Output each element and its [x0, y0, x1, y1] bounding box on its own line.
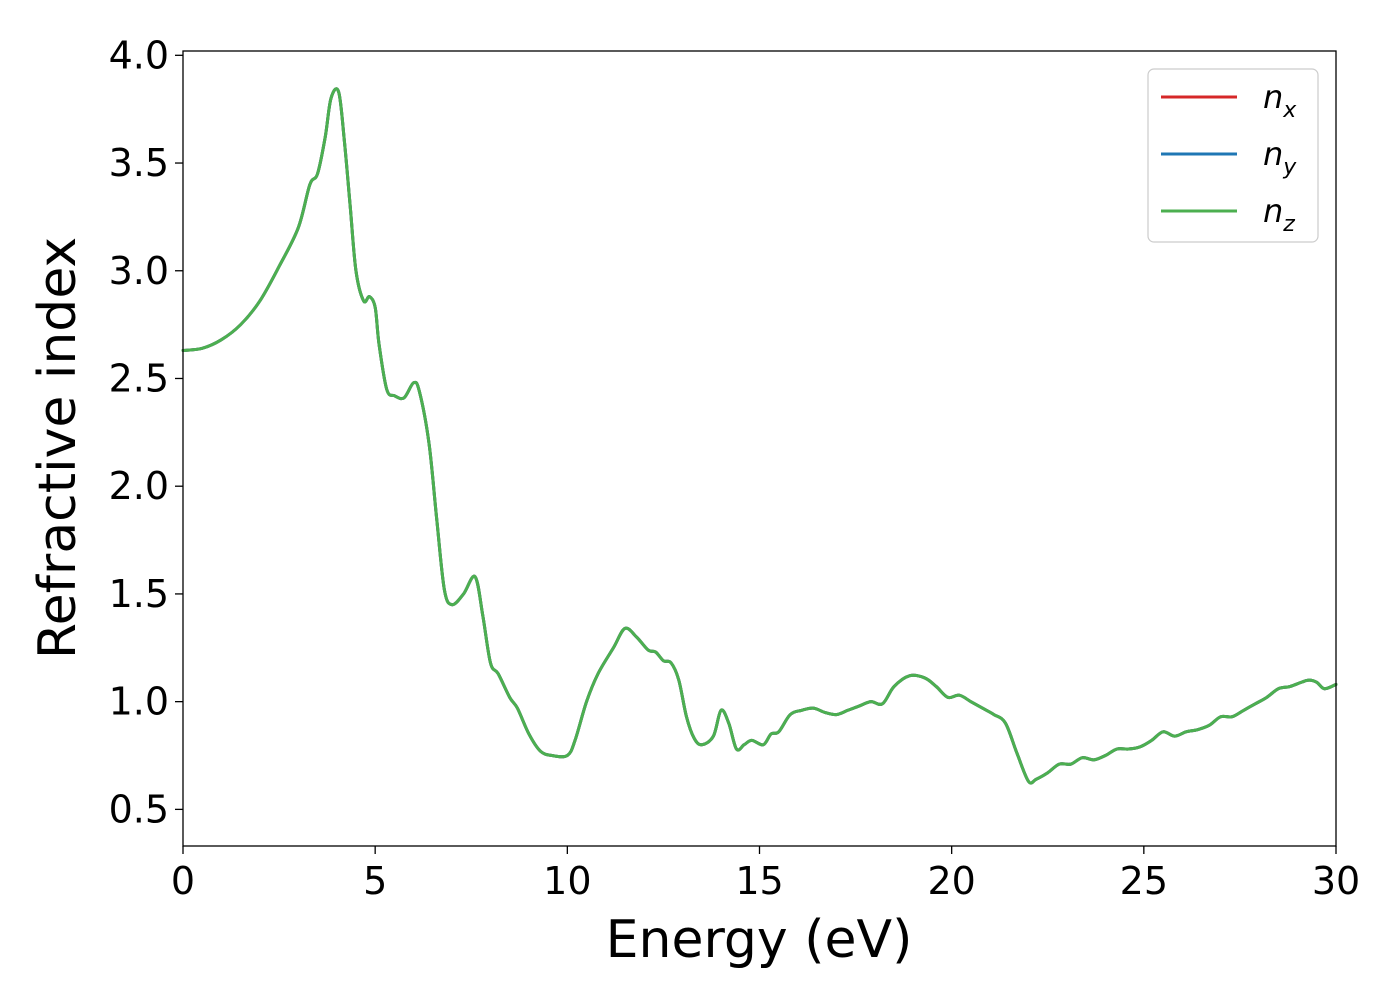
legend-label-base: n — [1263, 78, 1283, 116]
x-tick-label: 20 — [927, 859, 975, 903]
y-tick-label: 0.5 — [109, 787, 169, 831]
y-tick-label: 2.5 — [109, 356, 169, 400]
legend-label-subscript: x — [1282, 98, 1297, 123]
legend-label-base: n — [1263, 192, 1283, 230]
y-tick-label: 3.0 — [109, 249, 169, 293]
y-tick-label: 1.0 — [109, 680, 169, 724]
x-tick-label: 0 — [171, 859, 195, 903]
x-tick-label: 25 — [1120, 859, 1168, 903]
legend-label-ny: ny — [1263, 135, 1297, 180]
y-tick-label: 4.0 — [109, 33, 169, 77]
x-tick-label: 10 — [543, 859, 591, 903]
legend-label-base: n — [1263, 135, 1283, 173]
legend-label-subscript: z — [1282, 212, 1295, 237]
legend-label-nz: nz — [1263, 192, 1295, 237]
x-axis-title: Energy (eV) — [606, 910, 913, 970]
y-tick-label: 1.5 — [109, 572, 169, 616]
x-tick-label: 5 — [363, 859, 387, 903]
x-tick-label: 15 — [735, 859, 783, 903]
legend-label-nx: nx — [1263, 78, 1297, 123]
y-axis-ticks: 0.5 1.0 1.5 2.0 2.5 3.0 3.5 4.0 — [109, 33, 183, 831]
y-axis-title: Refractive index — [28, 237, 88, 659]
series-line-nz — [181, 87, 1338, 785]
series-layer — [181, 87, 1338, 785]
y-tick-label: 2.0 — [109, 464, 169, 508]
x-axis-ticks: 0 5 10 15 20 25 30 — [171, 846, 1360, 903]
plot-area — [183, 51, 1336, 846]
y-tick-label: 3.5 — [109, 141, 169, 185]
legend-label-subscript: y — [1282, 155, 1297, 180]
x-tick-label: 30 — [1312, 859, 1360, 903]
